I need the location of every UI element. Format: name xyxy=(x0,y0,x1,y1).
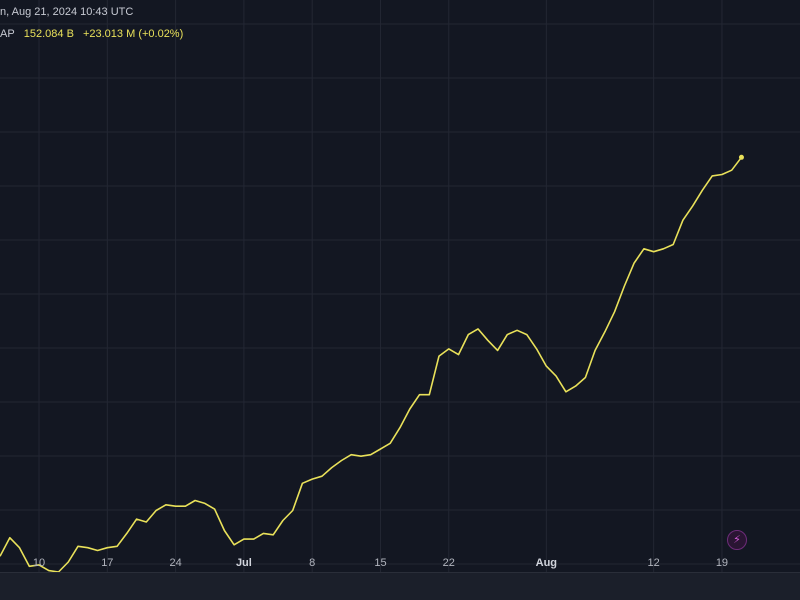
bottom-toolbar xyxy=(0,572,800,600)
brand-glyph: ⚡ xyxy=(733,533,741,546)
last-point-marker xyxy=(738,154,744,160)
x-tick-label: 15 xyxy=(374,557,386,569)
series-layer xyxy=(0,154,744,573)
grid xyxy=(0,0,800,572)
x-tick-label: Aug xyxy=(536,557,557,569)
legend-label: AP xyxy=(0,28,15,40)
legend-value: 152.084 B xyxy=(23,28,74,40)
series-legend: AP 152.084 B +23.013 M (+0.02%) xyxy=(0,28,183,40)
x-tick-label: 24 xyxy=(169,557,181,569)
lightning-icon[interactable]: ⚡ xyxy=(727,530,747,550)
x-tick-label: 12 xyxy=(648,557,660,569)
x-tick-label: 19 xyxy=(716,557,728,569)
chart-header: n, Aug 21, 2024 10:43 UTC xyxy=(0,6,133,18)
x-tick-label: 17 xyxy=(101,557,113,569)
series-line xyxy=(0,156,743,573)
header-title: n, Aug 21, 2024 10:43 UTC xyxy=(0,6,134,18)
x-tick-label: Jul xyxy=(236,557,252,569)
x-tick-label: 22 xyxy=(443,557,455,569)
x-axis: 10 17 24 Jul 8 15 22 Aug 12 19 xyxy=(33,557,728,569)
x-tick-label: 10 xyxy=(33,557,45,569)
x-tick-label: 8 xyxy=(309,557,315,569)
legend-change: +23.013 M (+0.02%) xyxy=(82,28,184,40)
